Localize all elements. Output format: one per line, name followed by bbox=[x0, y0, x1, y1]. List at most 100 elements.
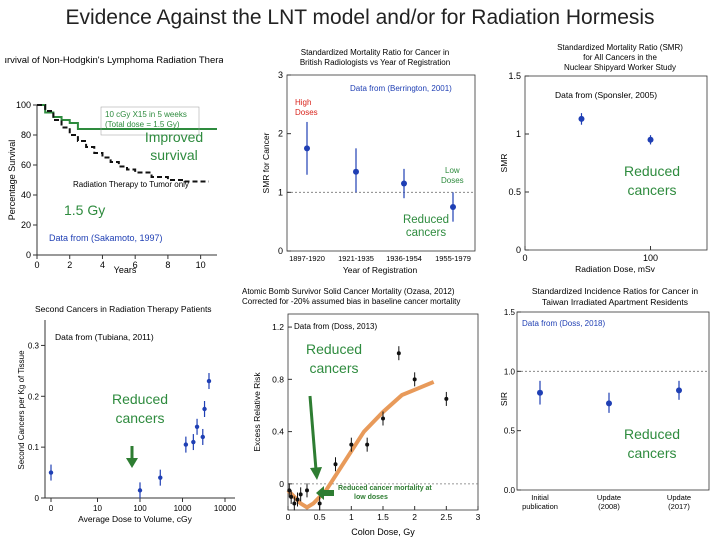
lymphoma-survival-chart: Survival of Non-Hodgkin's Lymphoma Radia… bbox=[5, 55, 223, 275]
annotation-line1: Reduced cancer mortality at bbox=[338, 485, 432, 492]
y-tick-label: 0.2 bbox=[28, 392, 40, 401]
x-tick-label: 10 bbox=[93, 504, 102, 513]
y-axis-label: SMR bbox=[499, 154, 509, 173]
x-tick-label-line2: (2017) bbox=[668, 502, 690, 511]
x-tick-label: 0 bbox=[49, 504, 54, 513]
data-point bbox=[578, 115, 585, 122]
chart-title-line2: British Radiologists vs Year of Registra… bbox=[300, 58, 450, 67]
data-source: Data from (Sponsler, 2005) bbox=[555, 90, 657, 100]
y-tick-label: 1.5 bbox=[508, 71, 521, 81]
y-tick-label: 0 bbox=[516, 245, 521, 255]
y-tick-label: 3 bbox=[278, 70, 283, 80]
y-tick-label: 1.0 bbox=[504, 367, 516, 376]
x-tick-label-line2: publication bbox=[522, 502, 558, 511]
overlay-line1: Reduced bbox=[402, 214, 450, 226]
data-point bbox=[444, 396, 449, 401]
y-axis-label: SIR bbox=[499, 392, 509, 406]
low-doses-label-2: Doses bbox=[441, 176, 464, 185]
y-axis-label: Excess Relative Risk bbox=[252, 372, 262, 452]
data-point bbox=[365, 442, 370, 447]
series-green-line bbox=[37, 104, 217, 130]
fit-curve-line bbox=[286, 380, 435, 510]
arrow-shaft bbox=[308, 395, 318, 471]
x-tick-label: 1936-1954 bbox=[386, 254, 422, 263]
x-axis-label: Years bbox=[114, 265, 137, 275]
x-tick-label: 0 bbox=[286, 512, 291, 522]
overlay-improved-survival: Improved survival bbox=[134, 128, 214, 164]
data-point bbox=[137, 488, 143, 493]
x-axis-label: Year of Registration bbox=[343, 265, 418, 275]
overlay-improved-line1: Improved bbox=[144, 129, 204, 145]
y-tick-label: 0.5 bbox=[504, 427, 516, 436]
y-tick-label: 1 bbox=[278, 187, 283, 197]
data-point bbox=[606, 400, 612, 407]
annotation-line2: low doses bbox=[354, 494, 388, 501]
y-tick-label: 0.3 bbox=[28, 341, 40, 350]
y-tick-label: 0.1 bbox=[28, 443, 40, 452]
x-tick-label: 2 bbox=[67, 260, 72, 270]
chart-title: Second Cancers in Radiation Therapy Pati… bbox=[35, 304, 212, 314]
overlay-line2: cancers bbox=[405, 227, 447, 239]
y-axis-label: SMR for Cancer bbox=[261, 132, 271, 193]
x-tick-label-line2: (2008) bbox=[598, 502, 620, 511]
x-tick-label: 8 bbox=[165, 260, 170, 270]
data-point bbox=[298, 492, 303, 497]
y-tick-label: 0 bbox=[279, 479, 284, 489]
y-tick-label: 0 bbox=[26, 250, 31, 260]
data-point bbox=[333, 462, 338, 467]
overlay-line2: cancers bbox=[627, 182, 677, 198]
x-tick-label: 3 bbox=[476, 512, 481, 522]
y-tick-label: 100 bbox=[16, 100, 31, 110]
data-point bbox=[349, 442, 354, 447]
taiwan-apartments-panel: Standardized Incidence Ratios for Cancer… bbox=[495, 284, 715, 538]
x-tick-label: 0 bbox=[34, 260, 39, 270]
chart-title-line1: Standardized Incidence Ratios for Cancer… bbox=[532, 286, 699, 296]
overlay-dose: 1.5 Gy bbox=[64, 202, 106, 218]
x-tick-label-line1: Update bbox=[667, 493, 691, 502]
data-point bbox=[412, 377, 417, 382]
chart-title-line1: Survival of Non-Hodgkin's Lymphoma Radia… bbox=[5, 55, 223, 66]
x-tick-label: 100 bbox=[643, 253, 658, 263]
x-axis-label: Average Dose to Volume, cGy bbox=[78, 514, 192, 524]
chart-title-line1: Atomic Bomb Survivor Solid Cancer Mortal… bbox=[242, 287, 455, 296]
chart-title-line2: Corrected for -20% assumed bias in basel… bbox=[242, 297, 460, 306]
x-tick-label-line1: Initial bbox=[531, 493, 549, 502]
y-tick-label: 60 bbox=[21, 160, 31, 170]
y-tick-label: 1.2 bbox=[272, 322, 284, 332]
data-point bbox=[317, 501, 322, 506]
overlay-line1: Reduced bbox=[305, 341, 363, 357]
data-point bbox=[647, 136, 654, 143]
overlay-line1: Reduced bbox=[623, 426, 681, 442]
y-tick-label: 80 bbox=[21, 130, 31, 140]
x-tick-label: 1955-1979 bbox=[435, 254, 471, 263]
plot-frame bbox=[524, 75, 708, 251]
overlay-reduced-cancers-3: Reduced cancers bbox=[612, 162, 692, 200]
overlay-reduced-cancers-2: Reduced cancers bbox=[396, 214, 456, 240]
y-tick-label: 20 bbox=[21, 220, 31, 230]
plot-frame bbox=[286, 74, 476, 252]
overlay-reduced-cancers-6: Reduced cancers bbox=[612, 425, 692, 463]
overlay-line2: cancers bbox=[627, 445, 677, 461]
down-arrow-icon bbox=[310, 467, 322, 480]
y-tick-label: 0.5 bbox=[508, 187, 521, 197]
x-tick-label: 100 bbox=[133, 504, 147, 513]
plot-frame bbox=[516, 311, 710, 491]
left-arrow-icon bbox=[316, 486, 334, 500]
chart-title-line2: for All Cancers in the bbox=[583, 53, 657, 62]
legend-green-label-1: 10 cGy X15 in 5 weeks bbox=[105, 110, 187, 119]
x-tick-label: 2.5 bbox=[440, 512, 452, 522]
shipyard-workers-chart: Standardized Mortality Ratio (SMR) for A… bbox=[499, 43, 708, 274]
data-point bbox=[353, 168, 359, 175]
chart-title-line1: Standardized Mortality Ratio for Cancer … bbox=[301, 48, 450, 57]
high-doses-label-1: High bbox=[295, 98, 311, 107]
overlay-improved-line2: survival bbox=[150, 147, 198, 163]
x-tick-label: 4 bbox=[100, 260, 105, 270]
y-tick-label: 0.4 bbox=[272, 427, 284, 437]
data-point bbox=[450, 204, 456, 210]
data-point bbox=[537, 389, 543, 396]
x-tick-label: 1921-1935 bbox=[338, 254, 374, 263]
data-point bbox=[396, 351, 401, 356]
low-doses-label-1: Low bbox=[445, 166, 460, 175]
data-source: Data from (Doss, 2018) bbox=[522, 319, 605, 328]
down-arrow-icon bbox=[126, 458, 138, 468]
